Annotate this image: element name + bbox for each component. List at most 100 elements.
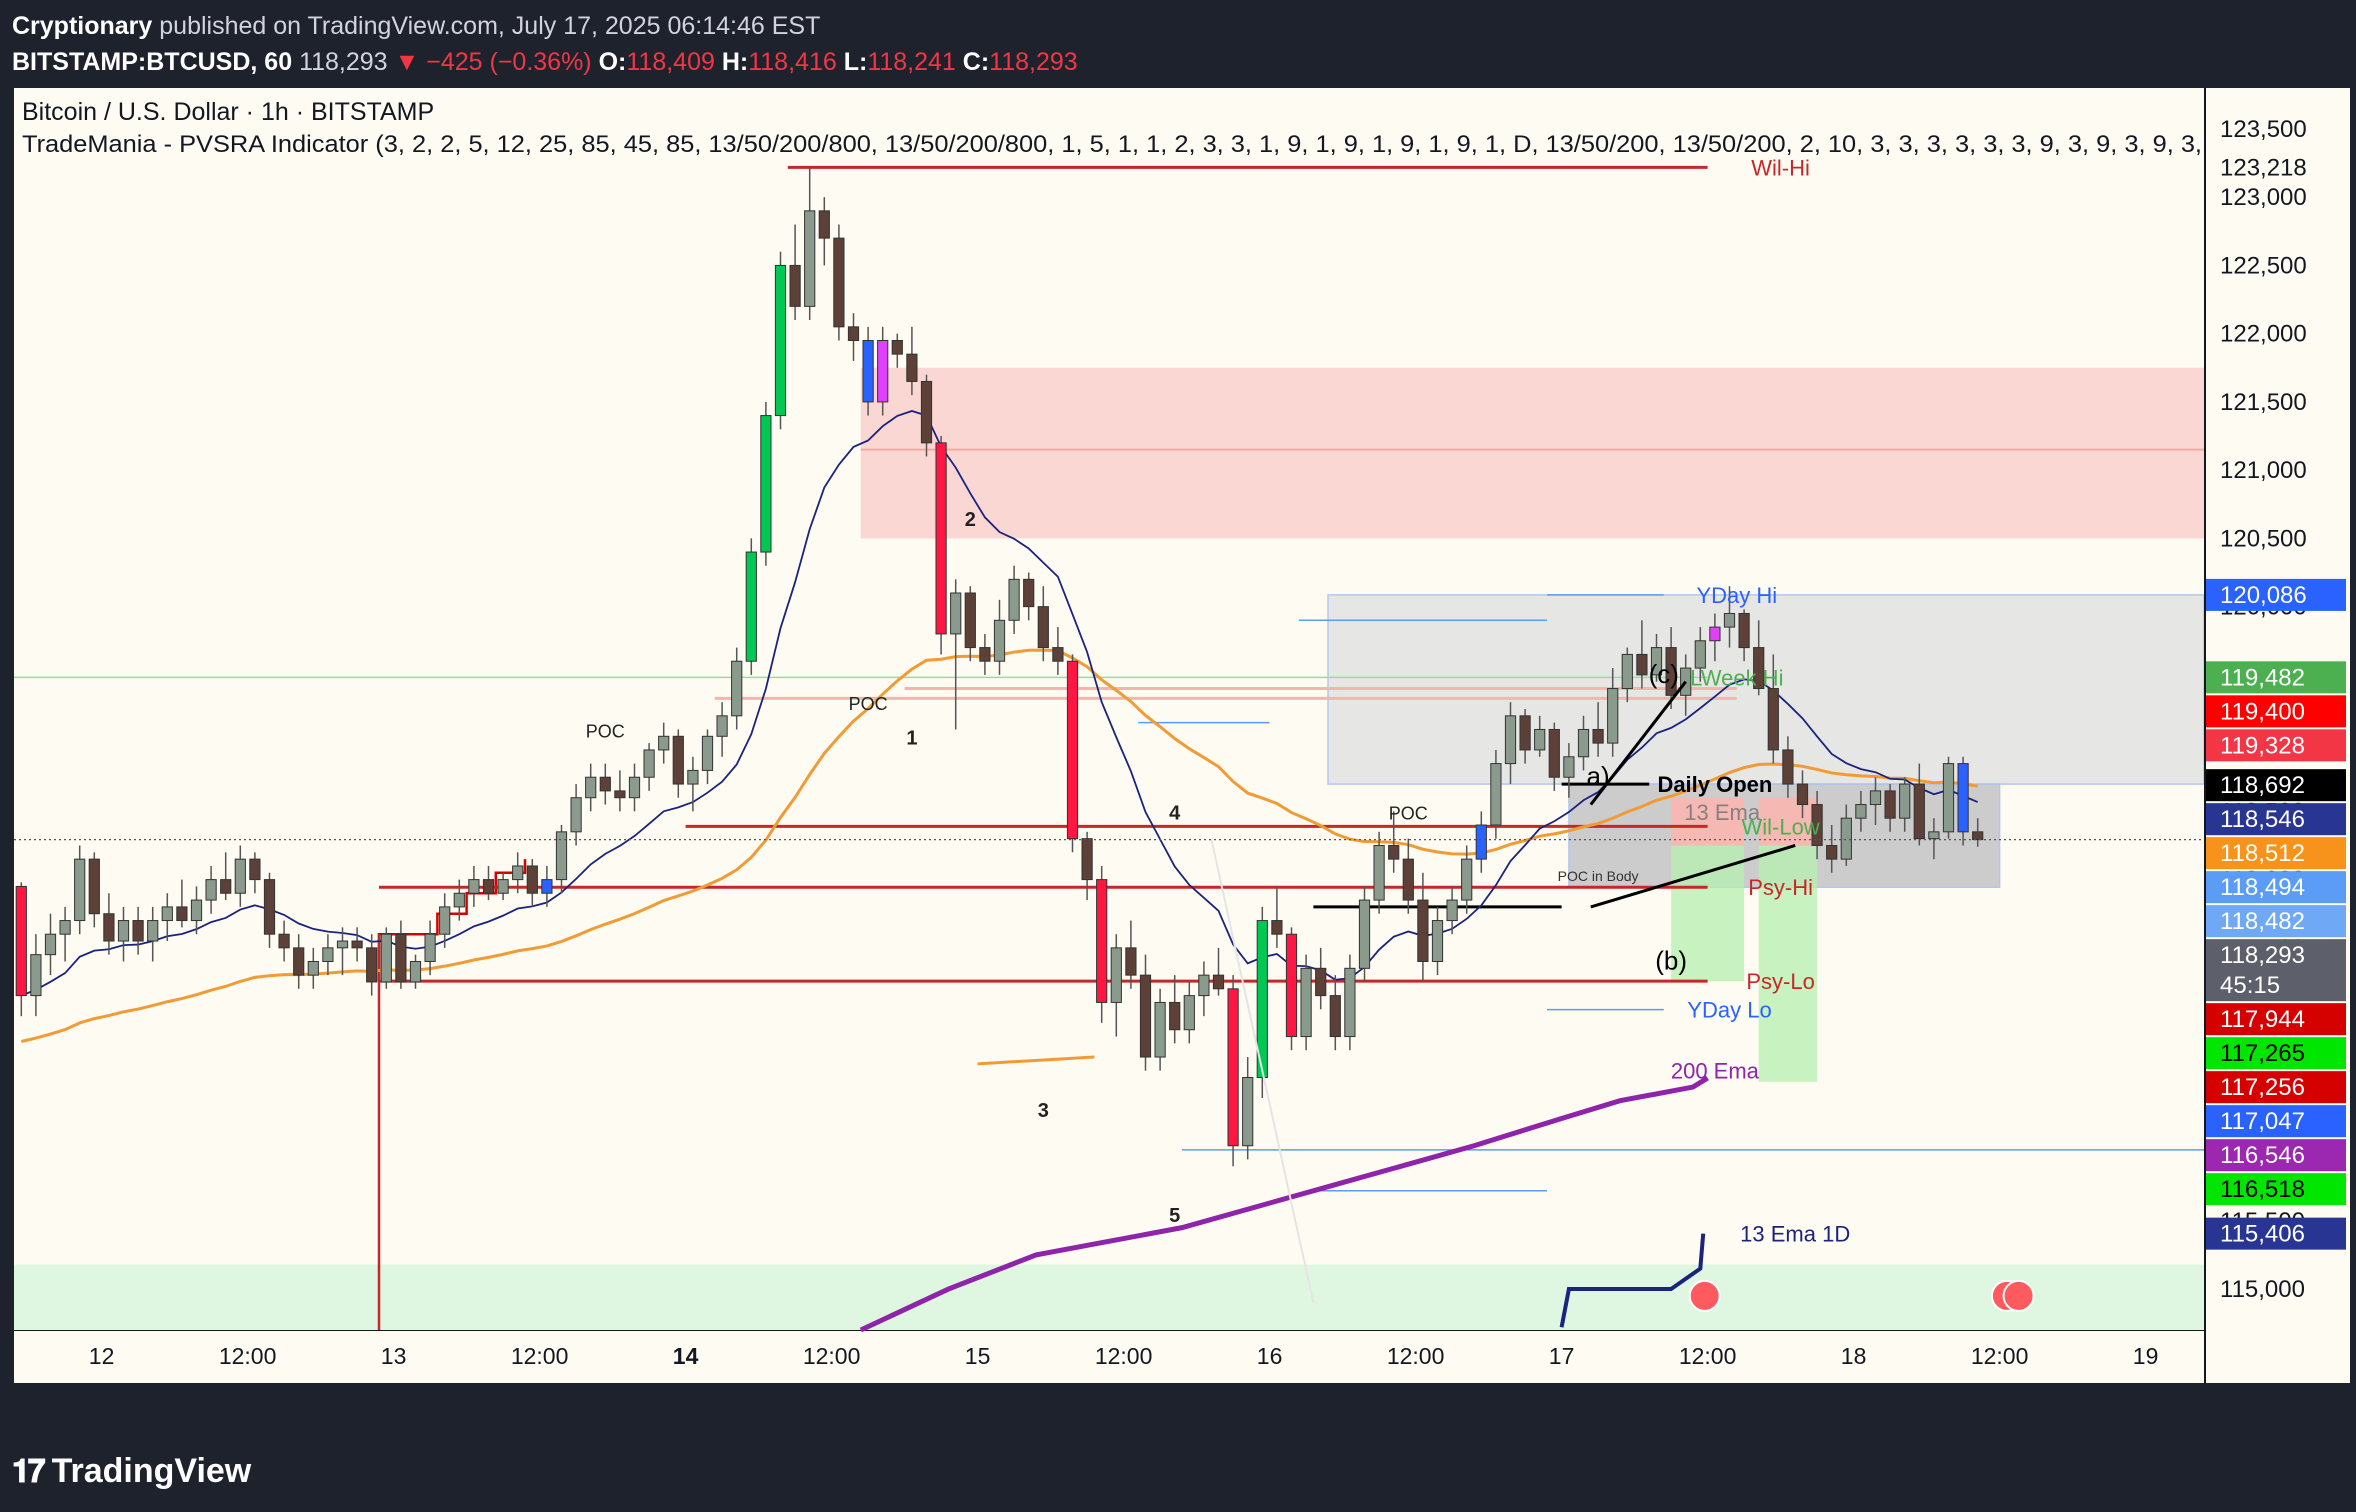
publisher-name[interactable]: Cryptionary [12,12,153,40]
candle [234,845,246,907]
candle [1373,831,1385,914]
low-value: 118,241 [867,48,956,76]
candle [526,859,538,907]
time-tick-label: 14 [673,1343,699,1369]
candle-body [906,353,918,382]
candle [1344,954,1356,1051]
candle-body [234,858,246,894]
candle [570,784,582,846]
candle [1242,1057,1254,1160]
triangle-upper-line [1589,680,1687,806]
brand-name: TradingView [51,1452,252,1490]
candle-body [1665,647,1677,696]
candle-body [1154,1001,1166,1058]
candle-body [88,858,100,915]
price-tag: 117,265 [2206,1037,2346,1070]
price-tick-label: 122,000 [2220,321,2307,348]
yday-hi-label: YDay Hi [1696,583,1777,608]
poc-label-1: POC [586,721,625,741]
candle-body [74,858,86,922]
price-axis-svg[interactable]: 115,000115,500116,000116,500117,000117,5… [2204,88,2350,1383]
chart-pane[interactable]: YDay Hi LWeek Hi Daily Open 13 Ema YDay Lo 20… [14,88,2205,1383]
close-value: 118,293 [989,48,1078,76]
candle [1796,770,1809,819]
candle [1577,715,1590,771]
candle [439,893,451,948]
wave-a-label: a) [1587,761,1610,791]
candle-body [804,210,816,307]
price-tag-bg [2206,578,2346,611]
time-tick-label: 18 [1841,1343,1867,1369]
candle [1300,954,1312,1051]
price-tag-label: 118,512 [2220,840,2305,867]
price-tick-label: 123,000 [2220,184,2307,211]
calendar-event-icon [2002,1279,2035,1312]
candle [30,934,42,1017]
profile-step-line [377,859,527,982]
candle [1008,565,1020,634]
ema13-1d-label: 13 Ema 1D [1740,1222,1850,1247]
candle [672,729,684,798]
candle-body [468,879,480,894]
wave3-trendline [977,1055,1095,1066]
candle-body [833,237,845,328]
price-tag-bg [2206,939,2346,1002]
price-chart[interactable]: YDay Hi LWeek Hi Daily Open 13 Ema YDay Lo 20… [14,88,2205,1383]
candle-body [1402,858,1414,901]
price-tag-bg [2206,837,2346,870]
candle [1592,702,1604,757]
candle [117,906,130,962]
price-tag: 123,218 [2206,151,2346,184]
candle-body [1212,974,1225,990]
level-label-0: Wil-Hi [1751,155,1810,180]
candle-body [1271,920,1283,935]
candle-body [658,735,670,751]
candle-body [789,264,801,307]
price-tag-bg [2206,803,2346,836]
candle [1169,975,1181,1044]
price-tag-label: 119,482 [2220,664,2305,691]
price-tag: 119,482 [2206,661,2346,694]
candle-body [1957,763,1969,833]
high-label: H: [721,48,749,76]
symbol-label[interactable]: BITSTAMP:BTCUSD, 60 [12,48,293,76]
ohlc-line: BITSTAMP:BTCUSD, 60 118,293 ▼ −425 (−0.3… [12,44,1078,80]
candle-body [1110,947,1122,1003]
candle [1154,988,1166,1071]
long-target-zone-b [1758,845,1818,1082]
open-label: O: [598,48,627,76]
candle-body [760,415,772,553]
candle-body [1811,804,1823,846]
candle [59,906,71,962]
candle [1417,872,1429,982]
price-axis[interactable]: 115,000115,500116,000116,500117,000117,5… [2204,88,2350,1383]
candle-body [1446,899,1458,922]
candle [979,633,991,675]
candle [1782,736,1794,798]
candle-body [44,933,57,956]
candle [190,886,203,935]
chart-header: Cryptionary published on TradingView.com… [12,8,1078,80]
level-label-1: Psy-Hi [1748,875,1813,900]
price-tick-label: 122,500 [2220,252,2307,279]
candle-body [1534,728,1546,751]
ema-13-line [20,410,1979,997]
candle [1942,756,1955,839]
candle [1315,947,1327,1010]
candle [249,852,261,894]
price-tag: 116,546 [2206,1139,2346,1172]
candle [1519,709,1531,764]
candle-body [979,647,991,662]
chart-title: Bitcoin / U.S. Dollar · 1h · BITSTAMP [22,98,434,126]
candle-body [1723,612,1736,628]
yday-lo-label: YDay Lo [1687,998,1771,1023]
candle [1957,756,1969,846]
candle-body [1826,844,1838,860]
candle [1767,654,1779,764]
candle-body [818,210,830,239]
price-tag-label: 116,546 [2220,1142,2305,1169]
candle [1548,722,1560,791]
footer-brand[interactable]: 𝟏𝟕 TradingView [12,1452,251,1491]
candle-body [1417,899,1429,962]
time-tick-label: 19 [2133,1343,2159,1369]
